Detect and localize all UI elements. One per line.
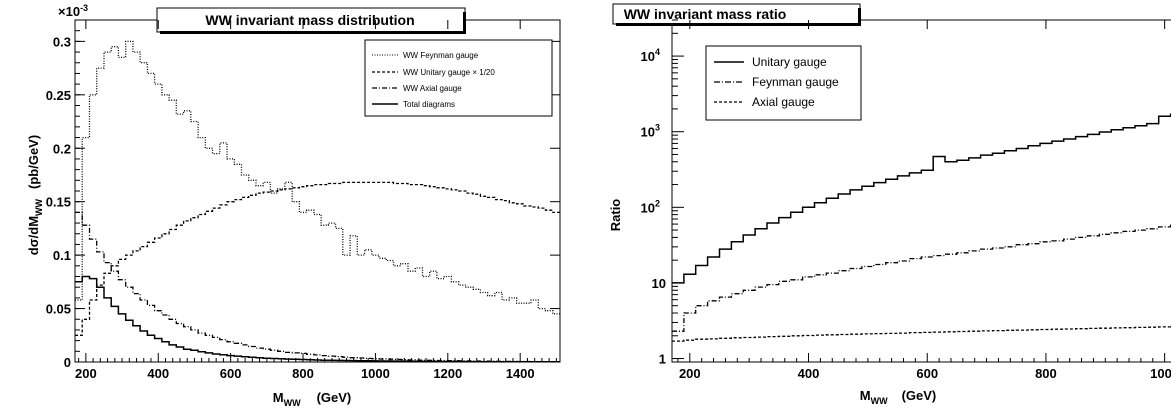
series-line-1: [672, 113, 1171, 284]
y-tick-label: 104: [641, 47, 660, 64]
legend-item-feynman: WW Feynman gauge: [403, 51, 479, 60]
y-tick-label: 0.25: [46, 88, 71, 103]
series-line-1: [75, 40, 560, 315]
legend-item-unitary: WW Unitary gauge × 1/20: [403, 68, 495, 77]
legend-item-axial: WW Axial gauge: [403, 84, 462, 93]
x-axis-title: MWW (GeV): [273, 390, 352, 408]
y-axis-title: dσ/dMWW(pb/GeV): [26, 135, 44, 255]
y-tick-label: 1: [659, 352, 666, 367]
x-tick-label: 400: [147, 366, 169, 381]
x-axis-title: MWW (GeV): [860, 388, 937, 406]
chart-title-box: WW invariant mass ratio: [612, 3, 861, 26]
legend-item-total: Total diagrams: [403, 100, 455, 109]
x-tick-label: 800: [292, 366, 314, 381]
y-tick-label: 0.05: [46, 302, 71, 317]
y-tick-label: 0.3: [53, 34, 71, 49]
x-tick-label: 200: [679, 366, 701, 381]
x-tick-label: 1000: [361, 366, 390, 381]
y-tick-label: 103: [641, 123, 660, 140]
chart-title: WW invariant mass distribution: [205, 12, 414, 28]
chart-title: WW invariant mass ratio: [624, 6, 787, 22]
y-tick-label: 0.1: [53, 248, 71, 263]
y-tick-label: 10: [652, 276, 666, 291]
plot-area: [75, 40, 560, 362]
x-tick-label: 1400: [506, 366, 535, 381]
x-tick-label: 600: [220, 366, 242, 381]
legend-item-axial: Axial gauge: [752, 95, 815, 109]
y-tick-label: 0: [64, 355, 71, 370]
plot-area: [672, 113, 1171, 342]
x-axis: 200 400 600 800 1000 1200 1400: [75, 20, 557, 381]
legend-item-unitary: Unitary gauge: [752, 55, 827, 69]
y-axis-title: Ratio: [608, 199, 623, 232]
y-multiplier: ×10-3: [58, 3, 88, 19]
x-tick-label: 800: [1035, 366, 1057, 381]
y-axis: 0 0.05 0.1 0.15 0.2 0.25 0.3: [46, 30, 560, 370]
legend-item-feynman: Feynman gauge: [752, 75, 839, 89]
x-tick-label: 1200: [433, 366, 462, 381]
legend: Unitary gauge Feynman gauge Axial gauge: [705, 45, 862, 121]
series-line-4: [75, 275, 560, 362]
y-axis: 1 10 102 103 104: [641, 19, 684, 367]
y-tick-label: 0.2: [53, 141, 71, 156]
series-line-2: [672, 224, 1171, 332]
x-tick-label: 600: [916, 366, 938, 381]
x-tick-label: 1000: [1150, 366, 1171, 381]
x-tick-label: 400: [798, 366, 820, 381]
y-tick-label: 102: [641, 198, 660, 215]
x-tick-label: 200: [75, 366, 97, 381]
y-tick-label: 0.15: [46, 195, 71, 210]
plot-frame: [671, 19, 1171, 363]
chart-right: WW invariant mass ratio 1 10 102 103 104 200…: [608, 3, 1171, 406]
series-line-2: [75, 181, 560, 336]
legend: WW Feynman gauge WW Unitary gauge × 1/20…: [364, 39, 553, 117]
chart-left: WW invariant mass distribution 00.050.10…: [26, 3, 561, 408]
series-line-3: [75, 211, 560, 362]
series-line-3: [672, 326, 1171, 342]
chart-title-box: WW invariant mass distribution: [156, 7, 466, 34]
